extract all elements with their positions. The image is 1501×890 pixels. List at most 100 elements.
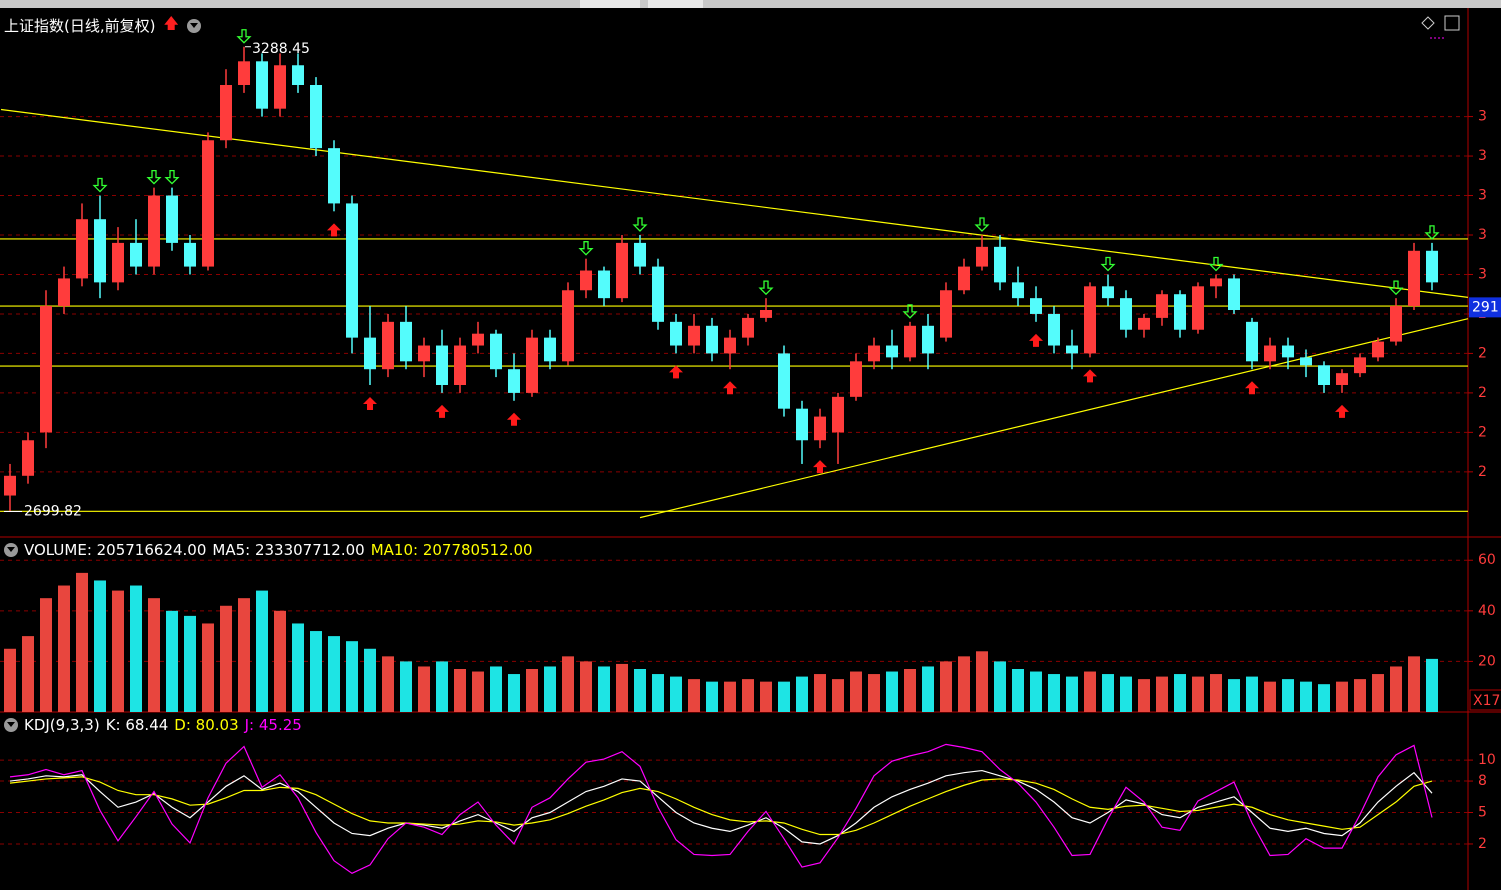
volume-bar [1390, 666, 1402, 712]
candle-body [1174, 294, 1186, 330]
candle-body [1102, 286, 1114, 299]
volume-bar [472, 671, 484, 712]
volume-bar [1426, 658, 1438, 712]
volume-bar [922, 666, 934, 712]
candle-body [328, 148, 340, 204]
candle-body [1426, 250, 1438, 283]
candle-body [202, 140, 214, 267]
candle-body [958, 266, 970, 291]
sell-arrow [974, 217, 990, 232]
candle-body [670, 321, 682, 346]
volume-bar [850, 671, 862, 712]
sell-arrow [1100, 256, 1116, 272]
menu-icon[interactable] [4, 718, 18, 732]
candle-body [1246, 321, 1258, 362]
volume-bar [364, 648, 376, 712]
y-tick-label: 3 [1478, 227, 1487, 243]
volume-bar [742, 679, 754, 712]
candle-body [688, 325, 700, 346]
candle-body [1084, 286, 1096, 354]
sell-arrow [1208, 256, 1224, 272]
candle-body [220, 85, 232, 141]
candle-body [562, 290, 574, 362]
candle-body [868, 345, 880, 362]
sell-arrow [578, 241, 594, 256]
diamond-icon[interactable] [1421, 16, 1435, 30]
menu-icon[interactable] [4, 543, 18, 557]
candle-body [1210, 278, 1222, 287]
candle-body [382, 321, 394, 370]
candle-body [1300, 357, 1312, 366]
tab [648, 0, 703, 8]
volume-bar [1408, 656, 1420, 712]
volume-bar [148, 598, 160, 712]
volume-bar [634, 669, 646, 712]
candle-body [814, 416, 826, 441]
candle-body [634, 242, 646, 267]
volume-bar [1318, 684, 1330, 712]
candle-body [58, 278, 70, 307]
last-price-label: 291 [1472, 299, 1499, 315]
window-icon[interactable] [1444, 15, 1460, 31]
volume-bar [1264, 681, 1276, 712]
volume-bar [328, 636, 340, 712]
candle-body [1354, 357, 1366, 374]
candle-body [508, 369, 520, 393]
volume-bar [778, 681, 790, 712]
candle-body [166, 195, 178, 243]
kdj-line [9, 776, 1433, 836]
candle-body [598, 270, 610, 299]
volume-bar [1210, 674, 1222, 712]
volume-bar [310, 631, 322, 712]
volume-bar [562, 656, 574, 712]
candle-body [778, 353, 790, 409]
volume-bar [418, 666, 430, 712]
candle-body [346, 203, 358, 338]
volume-bar [76, 572, 88, 712]
candle-body [256, 61, 268, 109]
trend-line [639, 318, 1469, 519]
volume-bar [994, 661, 1006, 712]
candle-body [1156, 294, 1168, 318]
candle-body [850, 361, 862, 397]
candle-body [904, 325, 916, 358]
menu-icon[interactable] [186, 18, 201, 33]
volume-bar [166, 610, 178, 712]
volume-bar [346, 641, 358, 712]
candle-body [1408, 250, 1420, 307]
candle-body [274, 65, 286, 109]
volume-bar [796, 676, 808, 712]
candle-body [724, 337, 736, 354]
candle-body [400, 321, 412, 362]
candle-body [976, 246, 988, 267]
sell-arrow [632, 217, 648, 232]
volume-bar [94, 580, 106, 712]
volume-bar [58, 585, 70, 712]
kdj-line [9, 769, 1433, 845]
volume-bar [436, 661, 448, 712]
volume-bar [976, 651, 988, 712]
sell-arrow [146, 169, 162, 185]
candle-body [1336, 373, 1348, 385]
candle-body [1318, 365, 1330, 385]
volume-bar [958, 656, 970, 712]
ma-legend: MA10: 207780512.00 [370, 541, 533, 559]
volume-bar [1120, 676, 1132, 712]
volume-bar [454, 669, 466, 712]
candle-body [40, 306, 52, 433]
volume-bar [886, 671, 898, 712]
volume-bar [202, 623, 214, 712]
candle-body [1048, 313, 1060, 346]
volume-bar [1282, 679, 1294, 712]
volume-bar [724, 681, 736, 712]
candle-body [130, 242, 142, 267]
volume-bar [598, 666, 610, 712]
candle-body [22, 440, 34, 476]
volume-bar [670, 676, 682, 712]
y-tick-label: 3 [1478, 148, 1487, 164]
candle-body [292, 65, 304, 85]
y-tick-label: 3 [1478, 109, 1487, 125]
volume-bar [814, 674, 826, 712]
y-tick-label: 5 [1478, 805, 1487, 821]
series-legend: D: 80.03 [174, 716, 239, 734]
